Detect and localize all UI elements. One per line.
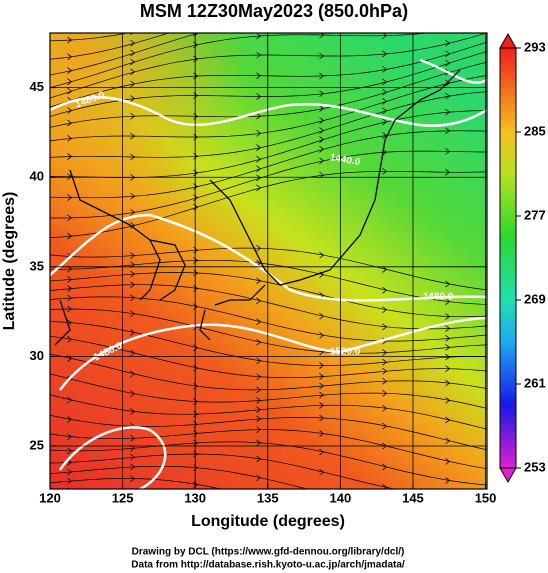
coastline — [199, 69, 461, 341]
y-tick-label: 25 — [30, 437, 44, 452]
x-tick-label: 135 — [257, 490, 279, 505]
colorbar-extend-bottom — [499, 467, 517, 484]
streamline — [50, 441, 487, 486]
stream-arrow — [194, 21, 198, 27]
stream-arrow — [446, 518, 450, 524]
streamline — [50, 429, 487, 470]
streamline — [50, 130, 487, 199]
contour-line — [50, 213, 487, 302]
stream-arrow — [446, 494, 450, 500]
streamline — [50, 170, 487, 238]
streamline — [50, 478, 223, 489]
streamline — [50, 296, 487, 342]
stream-arrow — [446, 507, 450, 513]
colorbar-tick-label: 293 — [524, 39, 546, 54]
streamline — [50, 353, 487, 391]
stream-arrow — [446, 11, 450, 17]
streamline — [50, 150, 487, 219]
streamline — [50, 247, 487, 291]
streamline — [50, 335, 487, 379]
contour-line — [58, 426, 167, 489]
streamline — [50, 394, 487, 430]
x-tick-label: 140 — [330, 490, 352, 505]
colorbar-tick-label: 269 — [524, 291, 546, 306]
height-contours — [50, 58, 487, 489]
x-tick-label: 150 — [475, 490, 497, 505]
y-tick-label: 45 — [30, 79, 44, 94]
streamline — [50, 414, 487, 451]
stream-arrow — [320, 490, 324, 496]
streamline — [50, 51, 487, 117]
credit: Drawing by DCL (https://www.gfd-dennou.o… — [132, 547, 405, 558]
plot-frame — [49, 32, 488, 490]
streamlines — [50, 11, 487, 538]
y-tick-label: 40 — [30, 169, 44, 184]
credit: Data from http://database.rish.kyoto-u.a… — [131, 560, 405, 571]
contour-label: 1440.0 — [329, 152, 361, 168]
streamline — [50, 91, 487, 158]
stream-arrow — [445, 33, 447, 34]
contour-label: 1480.0 — [423, 292, 454, 303]
stream-arrow — [446, 528, 450, 534]
colorbar-tick-label: 277 — [524, 207, 546, 222]
x-tick-label: 145 — [402, 490, 424, 505]
x-tick-label: 125 — [112, 490, 134, 505]
streamline — [50, 272, 487, 318]
colorbar-tick-label: 261 — [524, 375, 546, 390]
streamline — [50, 465, 309, 489]
stream-arrow — [383, 519, 387, 525]
x-tick-label: 120 — [39, 490, 61, 505]
streamline — [50, 33, 200, 76]
contour-line — [59, 316, 487, 391]
streamline — [50, 33, 487, 99]
colorbar-tick-label: 285 — [524, 123, 546, 138]
streamline — [50, 33, 130, 42]
y-axis-label: Latitude (degrees) — [1, 192, 18, 331]
stream-arrow — [383, 503, 387, 509]
contour-label: 1520.0 — [330, 347, 361, 358]
streamline — [50, 453, 397, 489]
coastlines — [54, 69, 461, 346]
contour-line — [419, 58, 487, 84]
coastline — [54, 169, 186, 346]
streamline — [50, 321, 487, 366]
colorbar-extend-top — [499, 32, 517, 49]
streamline — [50, 373, 487, 409]
colorbar-tick-label: 253 — [524, 459, 546, 474]
plot-area: 1480.0 1440.0 1480.0 1480.0 1520.0 — [50, 11, 487, 538]
streamline — [50, 33, 170, 60]
y-tick-label: 35 — [30, 258, 44, 273]
x-axis-label: Longitude (degrees) — [191, 513, 345, 530]
streamline — [50, 61, 487, 128]
title: MSM 12Z30May2023 (850.0hPa) — [140, 1, 408, 21]
y-tick-label: 30 — [30, 348, 44, 363]
streamline — [50, 308, 487, 354]
contour-line — [50, 96, 487, 127]
x-tick-label: 130 — [184, 490, 206, 505]
colorbar — [499, 47, 517, 469]
stream-arrow — [383, 532, 387, 538]
streamline — [50, 75, 487, 142]
